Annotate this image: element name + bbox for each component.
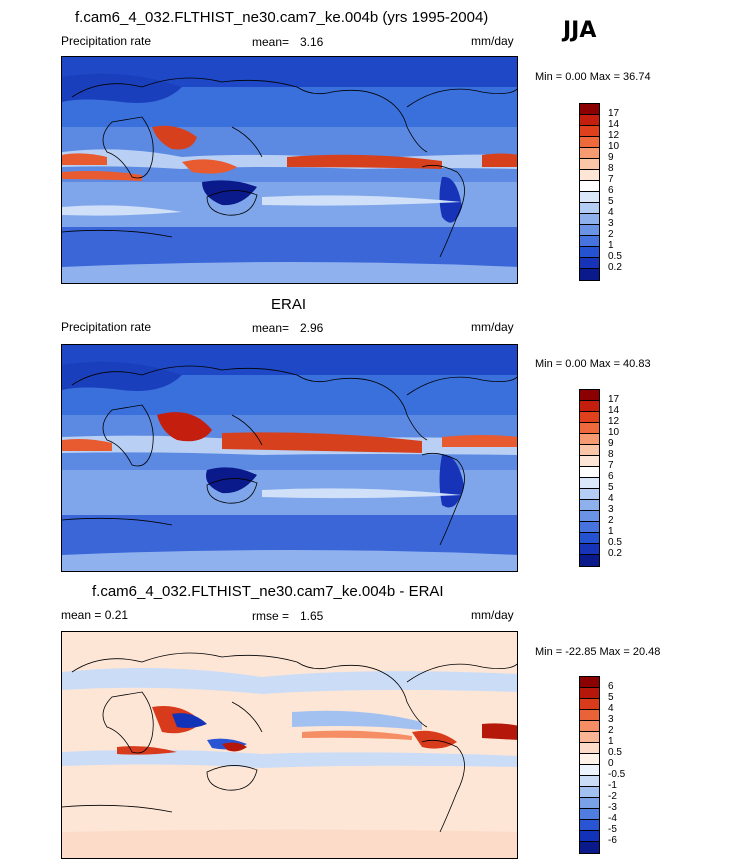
panel2-minmax: Min = 0.00 Max = 40.83 [535, 358, 651, 370]
panel3-colorbar-tick: -4 [608, 813, 617, 824]
panel2-colorbar-tick: 6 [608, 471, 614, 482]
panel2-title: ERAI [271, 296, 307, 313]
panel1-colorbar-tick: 1 [608, 240, 614, 251]
panel3-colorbar-tick: 6 [608, 681, 614, 692]
panel1-colorbar-tick: 0.2 [608, 262, 622, 273]
panel3-colorbar-tick: 0.5 [608, 747, 622, 758]
panel1-colorbar-tick: 12 [608, 130, 620, 141]
panel3-colorbar-tick: 2 [608, 725, 614, 736]
panel1-colorbar-tick: 17 [608, 108, 620, 119]
panel3-title: f.cam6_4_032.FLTHIST_ne30.cam7_ke.004b -… [92, 583, 444, 600]
panel3-colorbar-tick: -6 [608, 835, 617, 846]
panel2-colorbar-tick: 12 [608, 416, 620, 427]
panel2-stat-value: 2.96 [300, 321, 324, 335]
panel2-colorbar-tick: 10 [608, 427, 620, 438]
panel3-colorbar-tick: 3 [608, 714, 614, 725]
panel3-colorbar-tick: -0.5 [608, 769, 626, 780]
panel3-units: mm/day [471, 608, 514, 622]
panel1-title: f.cam6_4_032.FLTHIST_ne30.cam7_ke.004b (… [75, 9, 489, 26]
panel2-colorbar-tick: 0.2 [608, 548, 622, 559]
panel3-colorbar-tick: -1 [608, 780, 617, 791]
panel2-colorbar-tick: 2 [608, 515, 614, 526]
panel1-colorbar-tick: 0.5 [608, 251, 622, 262]
panel3-colorbar [579, 676, 600, 854]
panel1-colorbar-tick: 5 [608, 196, 614, 207]
panel3-colorbar-tick: -3 [608, 802, 617, 813]
panel1-colorbar-tick: 14 [608, 119, 620, 130]
panel1-colorbar-tick: 2 [608, 229, 614, 240]
panel1-colorbar [579, 103, 600, 281]
panel3-colorbar-tick: 0 [608, 758, 614, 769]
panel2-units: mm/day [471, 320, 514, 334]
panel2-colorbar-tick: 17 [608, 394, 620, 405]
panel2-stat-label: mean= [252, 321, 290, 335]
panel2-colorbar-tick: 1 [608, 526, 614, 537]
panel2-colorbar-tick: 14 [608, 405, 620, 416]
panel2-colorbar-tick: 3 [608, 504, 614, 515]
panel3-stat-label: rmse = [252, 609, 290, 623]
panel3-colorbar-tick: -2 [608, 791, 617, 802]
panel1-stat-value: 3.16 [300, 35, 324, 49]
panel2-colorbar-tick: 5 [608, 482, 614, 493]
panel1-colorbar-tick: 6 [608, 185, 614, 196]
panel3-colorbar-tick: 1 [608, 736, 614, 747]
panel2-variable-label: Precipitation rate [61, 320, 152, 334]
panel1-colorbar-tick: 9 [608, 152, 614, 163]
panel1-colorbar-tick: 4 [608, 207, 614, 218]
panel3-mean-label: mean = 0.21 [61, 608, 129, 622]
panel1-stat-label: mean= [252, 35, 290, 49]
panel3-minmax: Min = -22.85 Max = 20.48 [535, 646, 661, 658]
panel1-variable-label: Precipitation rate [61, 34, 152, 48]
panel2-colorbar-tick: 0.5 [608, 537, 622, 548]
panel2-colorbar-tick: 9 [608, 438, 614, 449]
panel2-colorbar-tick: 4 [608, 493, 614, 504]
panel1-colorbar-tick: 7 [608, 174, 614, 185]
panel3-colorbar-tick: 5 [608, 692, 614, 703]
panel1-units: mm/day [471, 34, 514, 48]
panel2-colorbar-tick: 8 [608, 449, 614, 460]
panel3-map [61, 631, 518, 859]
panel2-map [61, 344, 518, 572]
season-label: JJA [563, 18, 597, 43]
panel2-colorbar [579, 389, 600, 567]
panel3-colorbar-tick: 4 [608, 703, 614, 714]
panel3-stat-value: 1.65 [300, 609, 324, 623]
panel1-colorbar-tick: 8 [608, 163, 614, 174]
panel1-map [61, 56, 518, 284]
panel3-colorbar-tick: -5 [608, 824, 617, 835]
panel2-colorbar-tick: 7 [608, 460, 614, 471]
panel1-colorbar-tick: 10 [608, 141, 620, 152]
panel1-minmax: Min = 0.00 Max = 36.74 [535, 71, 651, 83]
panel1-colorbar-tick: 3 [608, 218, 614, 229]
